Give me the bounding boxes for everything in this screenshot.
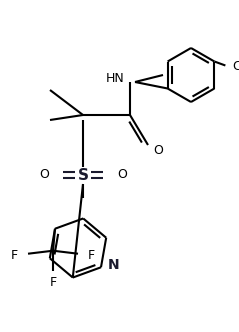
Text: HN: HN — [106, 71, 125, 85]
Text: F: F — [49, 276, 57, 289]
Text: O: O — [39, 169, 49, 182]
Text: F: F — [11, 249, 18, 262]
Text: N: N — [108, 258, 120, 272]
Text: Cl: Cl — [232, 60, 239, 73]
Text: O: O — [117, 169, 127, 182]
Text: O: O — [153, 144, 163, 157]
Text: S: S — [77, 168, 88, 183]
Text: F: F — [88, 249, 95, 262]
